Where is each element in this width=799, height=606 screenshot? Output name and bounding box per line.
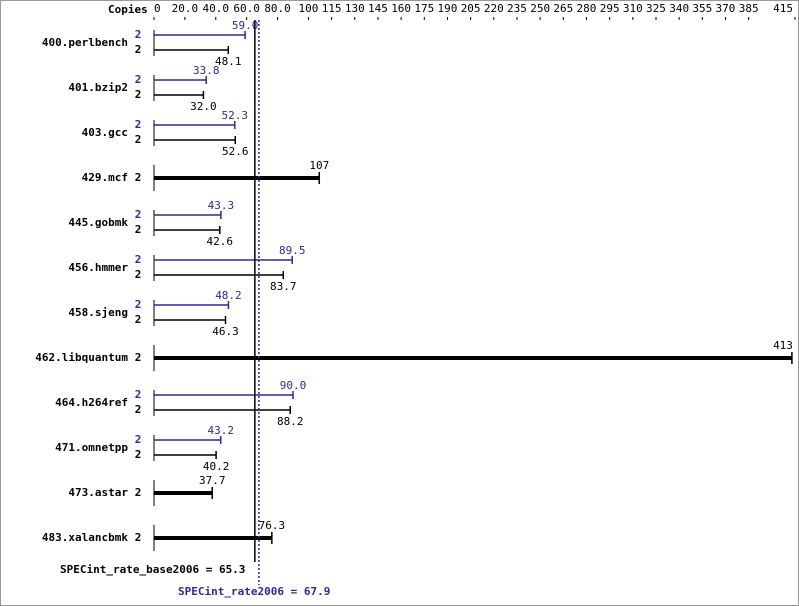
- copies-label: 2: [135, 43, 142, 56]
- copies-label: 2: [135, 486, 142, 499]
- copies-label: 2: [135, 73, 142, 86]
- x-tick-label: 235: [507, 2, 527, 15]
- x-tick-label: 190: [438, 2, 458, 15]
- copies-label: 2: [135, 388, 142, 401]
- copies-label: 2: [135, 448, 142, 461]
- value-label: 40.2: [203, 460, 230, 473]
- copies-label: 2: [135, 298, 142, 311]
- category-label: 401.bzip2: [68, 81, 128, 94]
- value-label: 89.5: [279, 244, 306, 257]
- value-label: 413: [773, 339, 793, 352]
- value-label: 52.6: [222, 145, 249, 158]
- copies-label: 2: [135, 531, 142, 544]
- x-tick-label: 355: [692, 2, 712, 15]
- copies-label: 2: [135, 133, 142, 146]
- x-tick-label: 145: [368, 2, 388, 15]
- value-label: 90.0: [280, 379, 307, 392]
- value-label: 32.0: [190, 100, 217, 113]
- category-label: 456.hmmer: [68, 261, 128, 274]
- value-label: 52.3: [222, 109, 249, 122]
- category-label: 464.h264ref: [55, 396, 128, 409]
- value-label: 76.3: [259, 519, 286, 532]
- copies-label: 2: [135, 208, 142, 221]
- x-tick-label: 340: [669, 2, 689, 15]
- x-tick-label: 325: [646, 2, 666, 15]
- x-tick-label: 265: [553, 2, 573, 15]
- copies-label: 2: [135, 313, 142, 326]
- x-tick-label: 175: [414, 2, 434, 15]
- copies-label: 2: [135, 118, 142, 131]
- copies-label: 2: [135, 171, 142, 184]
- copies-label: 2: [135, 433, 142, 446]
- value-label: 88.2: [277, 415, 304, 428]
- value-label: 43.3: [208, 199, 235, 212]
- value-label: 33.8: [193, 64, 220, 77]
- x-tick-label: 160: [391, 2, 411, 15]
- x-tick-label: 115: [322, 2, 342, 15]
- value-label: 42.6: [207, 235, 234, 248]
- value-label: 48.1: [215, 55, 242, 68]
- x-tick-label: 310: [623, 2, 643, 15]
- copies-label: 2: [135, 28, 142, 41]
- reference-label: SPECint_rate2006 = 67.9: [178, 585, 330, 598]
- copies-header: Copies: [108, 3, 148, 16]
- x-tick-label: 100: [299, 2, 319, 15]
- x-tick-label: 60.0: [233, 2, 260, 15]
- value-label: 48.2: [215, 289, 242, 302]
- category-label: 483.xalancbmk: [42, 531, 128, 544]
- x-tick-label: 20.0: [172, 2, 199, 15]
- value-label: 43.2: [207, 424, 234, 437]
- x-tick-label: 370: [716, 2, 736, 15]
- category-label: 471.omnetpp: [55, 441, 128, 454]
- category-label: 458.sjeng: [68, 306, 128, 319]
- x-tick-label: 250: [530, 2, 550, 15]
- copies-label: 2: [135, 268, 142, 281]
- x-tick-label: 385: [739, 2, 759, 15]
- x-tick-label: 280: [577, 2, 597, 15]
- copies-label: 2: [135, 351, 142, 364]
- x-tick-label: 130: [345, 2, 365, 15]
- category-label: 429.mcf: [82, 171, 128, 184]
- copies-label: 2: [135, 403, 142, 416]
- value-label: 37.7: [199, 474, 226, 487]
- copies-label: 2: [135, 88, 142, 101]
- copies-label: 2: [135, 253, 142, 266]
- x-tick-label: 415: [773, 2, 793, 15]
- value-label: 83.7: [270, 280, 297, 293]
- category-label: 403.gcc: [82, 126, 128, 139]
- x-tick-label: 80.0: [264, 2, 291, 15]
- category-label: 473.astar: [68, 486, 128, 499]
- reference-label: SPECint_rate_base2006 = 65.3: [60, 563, 245, 576]
- x-tick-label: 205: [461, 2, 481, 15]
- value-label: 59.0: [232, 19, 259, 32]
- category-label: 445.gobmk: [68, 216, 128, 229]
- value-label: 46.3: [212, 325, 239, 338]
- x-tick-label: 40.0: [203, 2, 230, 15]
- category-label: 400.perlbench: [42, 36, 128, 49]
- copies-label: 2: [135, 223, 142, 236]
- x-tick-label: 295: [600, 2, 620, 15]
- x-tick-label: 0: [154, 2, 161, 15]
- category-label: 462.libquantum: [35, 351, 128, 364]
- x-tick-label: 220: [484, 2, 504, 15]
- value-label: 107: [309, 159, 329, 172]
